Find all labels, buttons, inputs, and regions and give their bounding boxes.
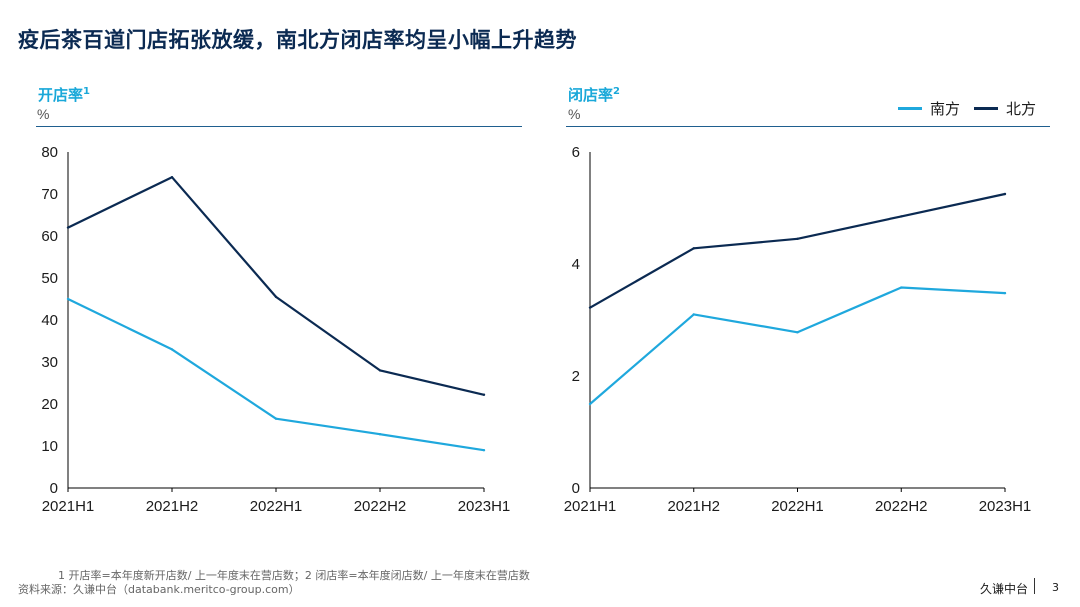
open-rate-data-point-north xyxy=(66,226,70,229)
close-rate-x-tick-label: 2022H1 xyxy=(771,498,824,515)
panel-title-close-rate: 闭店率2 xyxy=(568,84,620,105)
unit-label-close-rate: % xyxy=(568,106,581,122)
open-rate-y-tick-label: 60 xyxy=(41,228,58,245)
open-rate-data-point-south xyxy=(66,297,70,301)
open-rate-y-tick-label: 70 xyxy=(41,186,58,203)
open-rate-data-point-north xyxy=(170,176,174,179)
open-rate-data-point-south xyxy=(482,449,486,452)
open-rate-y-tick-label: 50 xyxy=(41,270,58,287)
panel-title-close-rate-label: 闭店率 xyxy=(568,86,614,104)
open-rate-y-tick-label: 10 xyxy=(41,438,58,455)
panel-title-open-rate-label: 开店率 xyxy=(38,86,84,104)
close-rate-x-tick-label: 2022H2 xyxy=(875,498,928,515)
close-rate-data-point-south xyxy=(900,286,903,289)
close-rate-data-point-south xyxy=(1003,291,1007,295)
open-rate-x-tick-label: 2023H1 xyxy=(458,498,511,515)
close-rate-y-tick-label: 2 xyxy=(572,368,580,385)
open-rate-data-point-south xyxy=(170,348,174,351)
source-note: 资料来源：久谦中台（databank.meritco-group.com） xyxy=(18,583,300,596)
close-rate-x-tick-label: 2023H1 xyxy=(979,498,1032,515)
close-rate-data-point-north xyxy=(1003,192,1007,196)
open-rate-data-point-north xyxy=(482,393,486,396)
close-rate-data-point-north xyxy=(900,215,903,218)
open-rate-series-line-south xyxy=(67,298,485,452)
footnote: 1 开店率=本年度新开店数/ 上一年度末在营店数；2 闭店率=本年度闭店数/ 上… xyxy=(58,569,530,582)
close-rate-data-point-south xyxy=(588,402,592,406)
close-rate-y-tick-label: 6 xyxy=(572,144,580,161)
panel-divider-open-rate xyxy=(36,126,522,127)
legend-swatch-south xyxy=(898,107,922,110)
close-rate-x-tick-label: 2021H2 xyxy=(667,498,720,515)
panel-title-close-rate-footnote-ref: 2 xyxy=(613,86,620,97)
open-rate-y-tick-label: 80 xyxy=(41,144,58,161)
open-rate-data-point-north xyxy=(274,295,278,299)
legend-label-north: 北方 xyxy=(1006,100,1037,118)
close-rate-data-point-south xyxy=(796,331,799,334)
open-rate-x-tick-label: 2022H2 xyxy=(354,498,407,515)
open-rate-data-point-north xyxy=(378,369,382,372)
open-rate-data-point-south xyxy=(274,417,278,420)
legend-item-north: 北方 xyxy=(974,98,1036,119)
open-rate-y-tick-label: 40 xyxy=(41,312,58,329)
legend-swatch-north xyxy=(974,107,999,110)
open-rate-x-tick-label: 2021H2 xyxy=(146,498,199,515)
open-rate-y-tick-label: 0 xyxy=(50,480,58,497)
open-rate-data-point-south xyxy=(378,433,382,436)
close-rate-data-point-north xyxy=(588,306,592,309)
close-rate-x-tick-label: 2021H1 xyxy=(564,498,617,515)
panel-title-open-rate: 开店率1 xyxy=(38,84,90,105)
brand-separator xyxy=(1034,578,1035,594)
chart-legend: 南方 北方 xyxy=(898,98,1050,119)
panel-divider-close-rate xyxy=(566,126,1050,127)
legend-item-south: 南方 xyxy=(898,98,960,119)
open-rate-series-line-north xyxy=(67,176,485,396)
open-rate-y-tick-label: 30 xyxy=(41,354,58,371)
unit-label-open-rate: % xyxy=(37,106,50,122)
close-rate-data-point-north xyxy=(692,247,695,250)
close-rate-y-tick-label: 4 xyxy=(572,256,580,273)
open-rate-x-tick-label: 2021H1 xyxy=(42,498,95,515)
page-title: 疫后茶百道门店拓张放缓，南北方闭店率均呈小幅上升趋势 xyxy=(18,28,577,52)
legend-label-south: 南方 xyxy=(930,100,961,118)
brand-label: 久谦中台 xyxy=(980,582,1029,596)
close-rate-series-line-south xyxy=(589,286,1006,405)
open-rate-y-tick-label: 20 xyxy=(41,396,58,413)
close-rate-data-point-north xyxy=(796,237,799,240)
page-number: 3 xyxy=(1052,581,1059,594)
panel-title-open-rate-footnote-ref: 1 xyxy=(83,86,90,97)
close-rate-y-tick-label: 0 xyxy=(572,480,580,497)
close-rate-data-point-south xyxy=(692,313,695,316)
open-rate-x-tick-label: 2022H1 xyxy=(250,498,303,515)
